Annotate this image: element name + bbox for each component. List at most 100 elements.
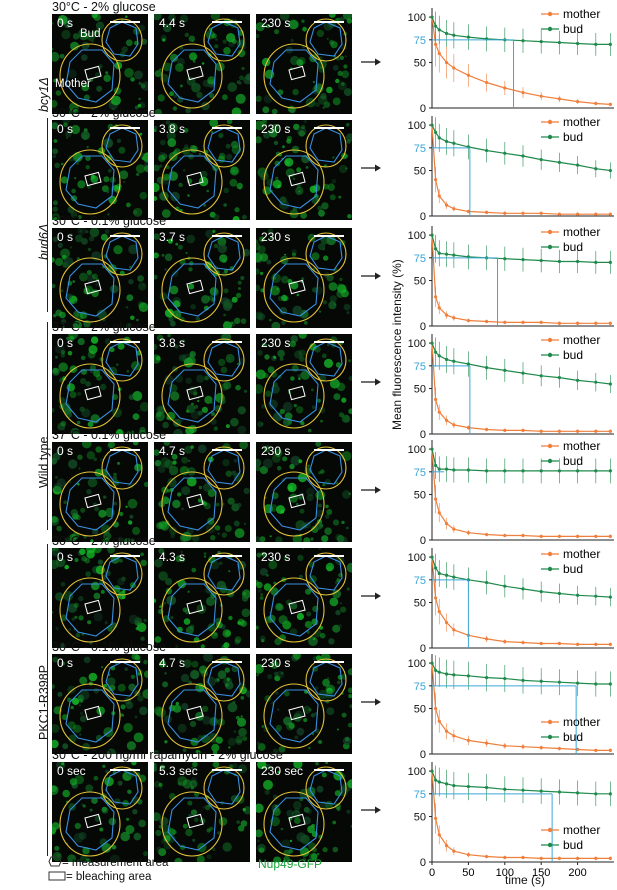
cell-image <box>256 228 351 328</box>
data-point-bud <box>521 678 525 682</box>
series-line-bud <box>431 556 611 598</box>
data-point-mother <box>434 295 438 299</box>
data-point-mother <box>594 321 598 325</box>
mother-outline <box>161 257 223 323</box>
scale-bar <box>314 555 344 557</box>
legend-marker-bud <box>547 26 553 32</box>
data-point-bud <box>444 782 449 786</box>
data-point-bud <box>576 791 580 795</box>
mother-outline <box>161 149 223 215</box>
y-tick-label: 75 <box>414 681 426 693</box>
mother-measurement-area <box>167 797 217 851</box>
y-tick-label: 0 <box>420 321 426 333</box>
bud-outline <box>101 552 143 596</box>
bud-measurement-area <box>105 127 139 163</box>
bleaching-area <box>186 171 204 187</box>
data-point-mother <box>437 511 441 515</box>
data-point-mother <box>437 833 441 837</box>
data-point-bud <box>452 784 456 788</box>
data-point-bud <box>485 785 489 790</box>
data-point-bud <box>452 141 456 145</box>
data-point-bud <box>539 789 543 793</box>
data-point-mother <box>434 706 438 711</box>
data-point-bud <box>437 251 441 255</box>
mother-measurement-area <box>65 797 115 851</box>
x-tick-label: 200 <box>568 867 586 879</box>
bleaching-area <box>288 279 306 295</box>
data-point-bud <box>576 681 580 685</box>
scale-bar <box>212 555 242 557</box>
data-point-mother <box>503 211 507 215</box>
bleaching-area <box>84 171 102 187</box>
scale-bar <box>314 769 344 771</box>
data-point-bud <box>452 468 456 472</box>
cell-image <box>52 654 148 754</box>
bud-outline <box>101 338 143 382</box>
mother-outline <box>263 43 325 109</box>
legend-label-bud: bud <box>563 838 583 852</box>
mother-outline <box>59 257 121 323</box>
mother-outline <box>161 577 223 643</box>
arrow-icon <box>361 272 381 280</box>
data-point-mother <box>608 534 612 538</box>
data-point-mother <box>466 738 470 742</box>
data-point-bud <box>557 680 562 684</box>
data-point-mother <box>608 856 612 860</box>
x-tick-label: 50 <box>462 867 474 879</box>
data-point-bud <box>437 670 441 674</box>
cell-image <box>154 442 250 542</box>
arrow-icon <box>361 58 381 66</box>
cell-image <box>52 228 148 328</box>
mother-measurement-area <box>65 477 115 531</box>
legend-marker-bud <box>547 244 553 250</box>
cell-image <box>256 334 352 433</box>
data-point-mother <box>444 418 449 422</box>
data-point-bud <box>466 35 470 39</box>
data-point-bud <box>521 258 525 262</box>
data-point-mother <box>437 51 441 56</box>
microscopy-panel: 230 s <box>256 334 352 434</box>
bleaching-area <box>186 813 204 829</box>
legend-label-mother: mother <box>563 547 600 561</box>
data-point-bud <box>444 357 449 362</box>
data-point-bud <box>430 661 434 665</box>
mother-outline <box>263 363 325 429</box>
data-point-mother <box>503 320 507 324</box>
legend-label-bud: bud <box>563 240 583 254</box>
data-point-bud <box>466 674 470 678</box>
y-tick-label: 100 <box>408 444 426 456</box>
data-point-bud <box>485 469 489 473</box>
data-point-bud <box>521 788 525 792</box>
bud-measurement-area <box>105 661 139 697</box>
microscopy-panel: 230 sec <box>256 762 352 862</box>
microscopy-panel: 4.4 s <box>154 14 250 114</box>
legend-marker-bud <box>547 134 553 140</box>
data-point-mother <box>576 642 580 646</box>
data-point-mother <box>594 212 598 216</box>
y-tick-label: 100 <box>408 552 426 564</box>
scale-bar <box>212 341 242 343</box>
data-point-mother <box>608 748 612 752</box>
legend-marker-bud <box>547 734 553 740</box>
time-label: 0 s <box>57 122 74 136</box>
legend-label-bud: bud <box>563 22 583 36</box>
bleaching-area <box>84 705 102 721</box>
bud-outline <box>203 766 245 810</box>
mother-outline <box>59 363 121 429</box>
cell-image <box>154 120 247 220</box>
cell-image <box>256 548 352 647</box>
bleaching-area <box>84 385 102 401</box>
data-point-mother <box>452 527 456 531</box>
mother-measurement-area <box>167 263 217 317</box>
data-point-bud <box>557 469 562 473</box>
data-point-bud <box>444 252 449 256</box>
data-point-mother <box>608 212 612 216</box>
scale-bar <box>110 769 140 771</box>
mother-outline <box>59 471 121 537</box>
data-point-bud <box>557 376 562 380</box>
data-point-mother <box>444 203 449 207</box>
data-point-mother <box>521 320 525 324</box>
data-point-mother <box>434 178 438 182</box>
bud-measurement-area <box>309 235 343 271</box>
data-point-mother <box>539 211 543 215</box>
